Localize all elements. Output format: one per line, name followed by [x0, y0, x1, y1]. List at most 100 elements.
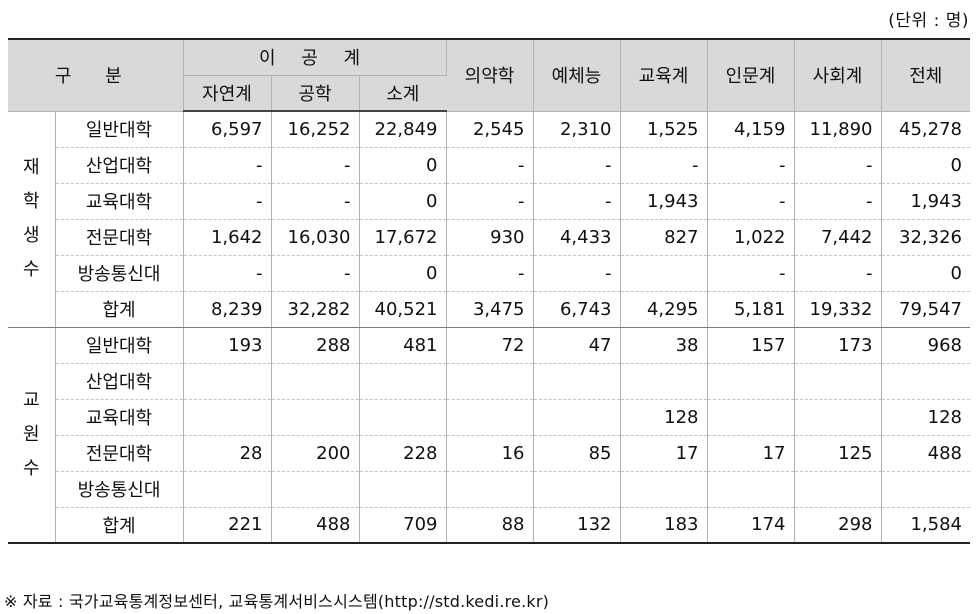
value-cell: -: [183, 147, 272, 184]
value-cell: 125: [794, 435, 882, 472]
value-cell: 288: [271, 327, 360, 364]
value-cell: 174: [707, 507, 795, 544]
table-row: 방송통신대 - -0- - - -0: [8, 255, 970, 292]
value-cell: [446, 471, 534, 508]
value-cell: 1,642: [183, 219, 272, 256]
header-col-arts: 예체능: [533, 38, 621, 112]
value-cell: 709: [359, 507, 447, 544]
value-cell: 8,239: [183, 291, 272, 328]
value-cell: 128: [620, 399, 708, 436]
table-row: 전문대학 1,642 16,030 17,672 930 4,433 827 1,022 7,4…: [8, 219, 970, 256]
value-cell: 1,022: [707, 219, 795, 256]
value-cell: 488: [271, 507, 360, 544]
value-cell: 22,849: [359, 111, 447, 148]
table-row: 방송통신대: [8, 471, 970, 508]
value-cell: -: [794, 255, 882, 292]
header-col-medical: 의약학: [446, 38, 534, 112]
value-cell: 16,252: [271, 111, 360, 148]
value-cell: [271, 363, 360, 400]
value-cell: 0: [359, 183, 447, 220]
value-cell: -: [794, 183, 882, 220]
row-category: 전문대학: [55, 435, 184, 472]
value-cell: 2,310: [533, 111, 621, 148]
header-gubun: 구 분: [8, 38, 184, 112]
value-cell: 79,547: [881, 291, 970, 328]
value-cell: 1,943: [881, 183, 970, 220]
value-cell: 200: [271, 435, 360, 472]
value-cell: 1,943: [620, 183, 708, 220]
value-cell: [620, 471, 708, 508]
value-cell: 157: [707, 327, 795, 364]
group-label-char: 수: [22, 457, 40, 479]
value-cell: 183: [620, 507, 708, 544]
value-cell: [359, 363, 447, 400]
value-cell: -: [271, 255, 360, 292]
table-row: 산업대학 - -0- - - - -0: [8, 147, 970, 184]
value-cell: -: [533, 255, 621, 292]
value-cell: [794, 471, 882, 508]
group-label-char: 수: [22, 259, 40, 280]
table-row: 합계 8,239 32,282 40,521 3,475 6,743 4,295 5,181 1…: [8, 291, 970, 328]
table-body: 재 학 생 수 일반대학 6,597 16,252 22,849 2,545 2,310 1,525…: [8, 111, 970, 544]
header-col-total: 전체: [881, 38, 970, 112]
value-cell: [794, 363, 882, 400]
value-cell: [881, 363, 970, 400]
row-category: 합계: [55, 507, 184, 544]
value-cell: 32,326: [881, 219, 970, 256]
value-cell: 32,282: [271, 291, 360, 328]
value-cell: 6,597: [183, 111, 272, 148]
header-col-humanities: 인문계: [707, 38, 795, 112]
group-label-char: 학: [22, 191, 40, 212]
value-cell: 4,295: [620, 291, 708, 328]
table-row: 전문대학 28 200 228 16 85 17 17 125 488: [8, 435, 970, 472]
value-cell: 4,159: [707, 111, 795, 148]
value-cell: 19,332: [794, 291, 882, 328]
value-cell: 45,278: [881, 111, 970, 148]
table-row: 교 원 수 일반대학 193 288 481 72 47 38 157 173 968: [8, 327, 970, 544]
unit-label: (단위 : 명): [888, 11, 969, 31]
value-cell: [533, 363, 621, 400]
header-row-sub: 자연계 공학 소계: [8, 75, 970, 112]
statistics-table: 구 분 이 공 계 의약학 예체능 교육계 인문계 사회계 전체 자연계 공학 …: [8, 38, 970, 544]
value-cell: 11,890: [794, 111, 882, 148]
value-cell: [707, 363, 795, 400]
value-cell: 0: [359, 255, 447, 292]
header-sub-natural: 자연계: [183, 75, 272, 112]
value-cell: -: [446, 147, 534, 184]
value-cell: -: [707, 183, 795, 220]
value-cell: [707, 399, 795, 436]
row-category: 전문대학: [55, 219, 184, 256]
value-cell: 17,672: [359, 219, 447, 256]
value-cell: [620, 255, 708, 292]
value-cell: 17: [620, 435, 708, 472]
row-category: 교육대학: [55, 399, 184, 436]
row-category: 산업대학: [55, 147, 184, 184]
value-cell: 1,584: [881, 507, 970, 544]
value-cell: [359, 399, 447, 436]
row-category: 교육대학: [55, 183, 184, 220]
header-sub-subtotal: 소계: [359, 75, 446, 112]
value-cell: [446, 399, 534, 436]
statistics-table-frame: 구 분 이 공 계 의약학 예체능 교육계 인문계 사회계 전체 자연계 공학 …: [8, 38, 970, 544]
row-category: 방송통신대: [55, 471, 184, 508]
value-cell: 16,030: [271, 219, 360, 256]
value-cell: 481: [359, 327, 447, 364]
value-cell: 2,545: [446, 111, 534, 148]
table-row: 산업대학: [8, 363, 970, 400]
value-cell: 72: [446, 327, 534, 364]
value-cell: 28: [183, 435, 272, 472]
value-cell: 4,433: [533, 219, 621, 256]
value-cell: 0: [881, 255, 970, 292]
value-cell: 193: [183, 327, 272, 364]
value-cell: -: [183, 255, 272, 292]
source-note: ※ 자료 : 국가교육통계정보센터, 교육통계서비스시스템(http://std…: [4, 592, 550, 611]
value-cell: 5,181: [707, 291, 795, 328]
value-cell: 228: [359, 435, 447, 472]
value-cell: 221: [183, 507, 272, 544]
header-col-social: 사회계: [794, 38, 882, 112]
value-cell: [620, 363, 708, 400]
value-cell: 0: [359, 147, 447, 184]
value-cell: -: [707, 147, 795, 184]
